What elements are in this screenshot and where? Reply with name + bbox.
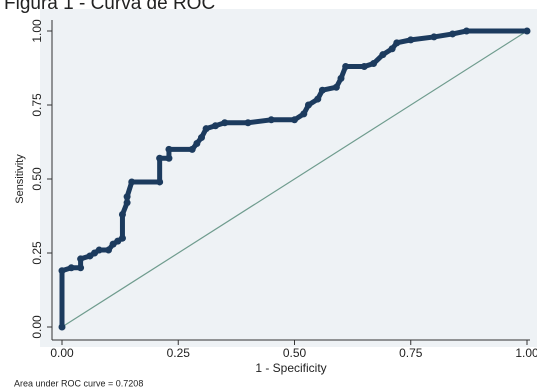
roc-point (123, 199, 131, 207)
x-tick-label: 0.25 (167, 346, 191, 360)
x-axis-label: 1 - Specificity (255, 361, 326, 375)
roc-point (318, 86, 326, 94)
y-tick-label: 0.25 (30, 241, 44, 265)
roc-point (342, 63, 350, 71)
roc-point (118, 211, 126, 219)
roc-point (77, 264, 85, 272)
roc-point (244, 119, 252, 127)
roc-point (77, 255, 85, 263)
y-tick-label: 0.75 (30, 93, 44, 117)
roc-point (165, 154, 173, 162)
roc-point (202, 125, 210, 133)
roc-point (337, 74, 345, 82)
y-tick-label: 0.00 (30, 315, 44, 339)
roc-point (211, 122, 219, 130)
roc-point (118, 234, 126, 242)
roc-point (156, 178, 164, 186)
roc-point (128, 178, 136, 186)
roc-point (379, 51, 387, 59)
roc-point (221, 119, 229, 127)
roc-point (58, 323, 66, 331)
roc-point (407, 36, 415, 44)
roc-point (188, 145, 196, 153)
roc-point (370, 60, 378, 68)
roc-point (67, 264, 75, 272)
roc-point (388, 45, 396, 53)
y-tick-label: 0.50 (30, 167, 44, 191)
roc-point (165, 145, 173, 153)
roc-point (291, 116, 298, 124)
x-tick-label: 0.50 (283, 346, 307, 360)
x-tick-label: 1.00 (515, 346, 537, 360)
roc-point (463, 27, 471, 35)
x-tick-label: 0.00 (50, 346, 74, 360)
roc-point (523, 27, 531, 35)
y-axis-label: Sensitivity (14, 154, 26, 204)
roc-point (449, 30, 457, 38)
roc-point (193, 139, 201, 147)
roc-line (59, 28, 527, 327)
roc-point (430, 33, 438, 41)
roc-point (156, 154, 164, 162)
roc-point (304, 101, 312, 109)
y-tick-label: 1.00 (30, 19, 44, 43)
plot-background (40, 9, 537, 347)
chart-title: Figura 1 - Curva de ROC (4, 0, 215, 14)
roc-point (95, 246, 103, 254)
roc-point (105, 246, 112, 254)
reference-line (61, 30, 528, 328)
roc-point (314, 95, 322, 103)
x-tick-label: 0.75 (399, 346, 423, 360)
roc-point (332, 83, 340, 91)
note: Area under ROC curve = 0.7208 (14, 378, 143, 388)
roc-point (58, 267, 66, 275)
roc-point (300, 110, 308, 118)
roc-point (198, 134, 205, 142)
roc-point (267, 116, 275, 124)
roc-point (360, 63, 368, 71)
roc-point (123, 193, 131, 201)
roc-point (393, 39, 401, 47)
